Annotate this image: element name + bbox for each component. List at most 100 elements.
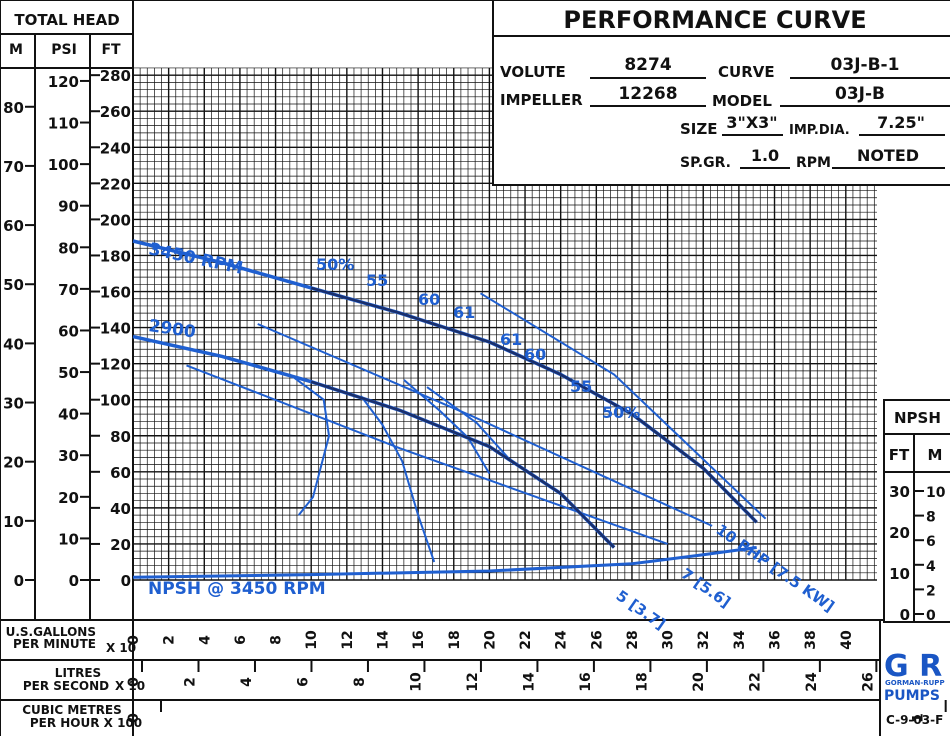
npsh-ft-tick: 10 xyxy=(889,565,910,583)
m-tick-label: 20 xyxy=(3,454,24,472)
size-label: SIZE xyxy=(680,120,718,138)
m3h-axis-label-1: CUBIC METRES xyxy=(22,703,122,717)
gpm-tick-label: 10 xyxy=(304,630,320,650)
model-label: MODEL xyxy=(712,92,772,110)
ft-tick-label: 180 xyxy=(100,247,131,265)
lps-tick-label: 16 xyxy=(578,672,594,691)
psi-tick-label: 40 xyxy=(58,406,79,424)
total-head-title: TOTAL HEAD xyxy=(14,11,119,29)
lps-tick-label: 8 xyxy=(352,677,368,687)
spgr-label: SP.GR. xyxy=(680,155,731,171)
gpm-axis-label-2: PER MINUTE xyxy=(13,637,96,651)
size-value: 3"X3" xyxy=(726,113,777,132)
lps-tick-label: 4 xyxy=(239,677,255,687)
gpm-tick-label: 12 xyxy=(340,630,356,649)
model-value: 03J-B xyxy=(835,84,885,104)
gpm-tick-label: 34 xyxy=(732,630,748,650)
m-tick-label: 0 xyxy=(14,572,24,590)
npsh-m-tick: 8 xyxy=(926,510,936,526)
m-tick-label: 70 xyxy=(3,158,24,176)
gpm-tick-label: 36 xyxy=(768,630,784,649)
m-tick-label: 60 xyxy=(3,217,24,235)
ft-tick-label: 140 xyxy=(100,320,131,338)
gpm-tick-label: 30 xyxy=(661,630,677,650)
head-curve-overlay-1 xyxy=(310,380,615,549)
eff-label-50: 50% xyxy=(316,255,354,274)
m-tick-label: 40 xyxy=(3,335,24,353)
ft-tick-label: 60 xyxy=(110,464,131,482)
eff-label-61: 61 xyxy=(453,303,475,322)
psi-tick-label: 70 xyxy=(58,281,79,299)
npsh-curve-label: NPSH @ 3450 RPM xyxy=(148,579,326,599)
npsh-m-tick: 2 xyxy=(926,583,936,599)
psi-tick-label: 80 xyxy=(58,239,79,257)
lps-axis-label-1: LITRES xyxy=(55,666,101,680)
psi-tick-label: 10 xyxy=(58,530,79,548)
lps-tick-label: 12 xyxy=(465,672,481,691)
m-tick-label: 10 xyxy=(3,513,24,531)
npsh-m-tick: 4 xyxy=(926,559,936,575)
gpm-tick-label: 40 xyxy=(839,630,855,650)
psi-tick-label: 0 xyxy=(69,572,79,590)
rpm-value: NOTED xyxy=(857,146,919,165)
lps-tick-label: 6 xyxy=(295,677,311,687)
logo-mark: G R xyxy=(884,649,942,684)
gpm-tick-label: 8 xyxy=(269,635,285,645)
ft-tick-label: 100 xyxy=(100,392,131,410)
m-column-label: M xyxy=(9,42,23,58)
m3h-tick-label: 0 xyxy=(126,713,142,723)
ft-tick-label: 260 xyxy=(100,103,131,121)
eff-label-50-b: 50% xyxy=(602,403,640,422)
gpm-tick-label: 4 xyxy=(197,635,213,645)
eff-label-60: 60 xyxy=(418,290,440,309)
ft-tick-label: 120 xyxy=(100,356,131,374)
npsh-m-tick: 10 xyxy=(926,485,946,501)
psi-tick-label: 90 xyxy=(58,198,79,216)
lps-axis-label-3: X 10 xyxy=(115,679,145,693)
efficiency-line-1 xyxy=(360,395,436,563)
impdia-value: 7.25" xyxy=(877,113,925,132)
lps-tick-label: 26 xyxy=(860,672,876,691)
ft-tick-label: 160 xyxy=(100,284,131,302)
volute-label: VOLUTE xyxy=(500,63,566,81)
gpm-tick-label: 22 xyxy=(518,630,534,649)
gpm-tick-label: 26 xyxy=(589,630,605,649)
ft-tick-label: 40 xyxy=(110,500,131,518)
impdia-label: IMP.DIA. xyxy=(789,123,850,138)
curve-value: 03J-B-1 xyxy=(831,55,900,75)
gpm-tick-label: 16 xyxy=(411,630,427,649)
psi-tick-label: 20 xyxy=(58,489,79,507)
npsh-ft-tick: 20 xyxy=(889,524,910,542)
ft-tick-label: 20 xyxy=(110,536,131,554)
npsh-panel-title: NPSH xyxy=(894,409,941,427)
spgr-value: 1.0 xyxy=(751,146,779,165)
npsh-ft-label: FT xyxy=(889,446,910,464)
gpm-tick-label: 6 xyxy=(233,635,249,645)
psi-tick-label: 30 xyxy=(58,447,79,465)
chart-grid xyxy=(132,67,877,581)
bhp-line-2 xyxy=(479,292,767,520)
ft-tick-label: 0 xyxy=(121,572,131,590)
gpm-tick-label: 38 xyxy=(803,630,819,649)
ft-column-label: FT xyxy=(101,42,121,58)
drawing-number: C-9-03-F xyxy=(886,713,943,727)
ft-tick-label: 240 xyxy=(100,139,131,157)
ft-tick-label: 280 xyxy=(100,67,131,85)
eff-label-61-b: 61 xyxy=(500,330,522,349)
logo-subtext: GORMAN-RUPP xyxy=(885,679,945,687)
npsh-curve xyxy=(132,546,757,579)
lps-axis-label-2: PER SECOND xyxy=(23,679,109,693)
gpm-tick-label: 2 xyxy=(162,635,178,645)
npsh-m-label: M xyxy=(928,446,943,464)
psi-column-label: PSI xyxy=(51,42,77,58)
efficiency-line-0 xyxy=(289,373,331,516)
chart-title: PERFORMANCE CURVE xyxy=(563,6,866,34)
psi-tick-label: 110 xyxy=(48,115,79,133)
title-block: PERFORMANCE CURVE VOLUTE 8274 CURVE 03J-… xyxy=(492,0,950,186)
lps-tick-label: 20 xyxy=(691,672,707,692)
npsh-m-tick: 0 xyxy=(926,608,936,624)
lps-tick-label: 14 xyxy=(521,672,537,692)
npsh-m-tick: 6 xyxy=(926,534,936,550)
impeller-value: 12268 xyxy=(618,84,677,104)
